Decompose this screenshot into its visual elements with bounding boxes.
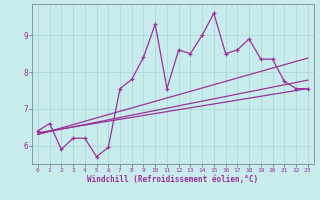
X-axis label: Windchill (Refroidissement éolien,°C): Windchill (Refroidissement éolien,°C) bbox=[87, 175, 258, 184]
